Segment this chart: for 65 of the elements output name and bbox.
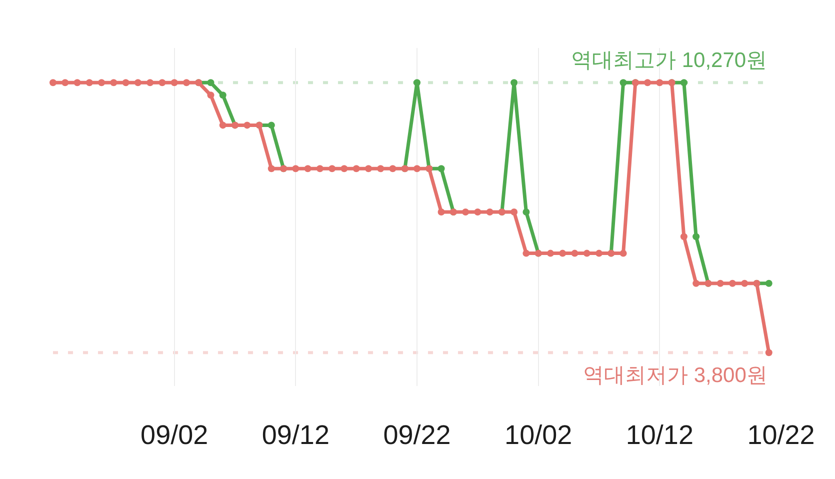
- point: [268, 122, 275, 129]
- point: [414, 79, 420, 86]
- point: [765, 280, 772, 287]
- point: [474, 208, 482, 216]
- point: [680, 79, 688, 86]
- point: [596, 250, 602, 257]
- point: [304, 165, 312, 172]
- x-tick-label: 09/12: [262, 420, 330, 450]
- point: [486, 208, 494, 216]
- ref-line-label: 역대최고가 10,270원: [571, 49, 768, 72]
- point: [692, 233, 700, 240]
- x-tick-label: 10/02: [504, 420, 572, 450]
- point: [110, 79, 118, 86]
- point: [692, 280, 700, 287]
- point: [414, 165, 420, 172]
- point: [170, 79, 178, 86]
- point: [716, 280, 724, 287]
- point: [74, 79, 81, 86]
- point: [292, 165, 300, 172]
- point: [462, 208, 470, 216]
- point: [620, 79, 627, 86]
- point: [50, 79, 56, 86]
- point: [86, 79, 93, 86]
- point: [546, 250, 554, 257]
- point: [340, 165, 348, 172]
- point: [316, 165, 324, 172]
- point: [62, 79, 69, 86]
- point: [352, 165, 360, 172]
- point: [207, 92, 214, 99]
- point: [122, 79, 130, 86]
- point: [559, 250, 566, 257]
- point: [522, 208, 530, 216]
- point: [134, 79, 142, 86]
- point: [583, 250, 590, 257]
- x-tick-label: 10/12: [626, 420, 694, 450]
- point: [219, 92, 226, 99]
- point: [328, 165, 336, 172]
- point: [268, 165, 275, 172]
- point: [644, 79, 652, 86]
- point: [680, 233, 688, 240]
- point: [389, 165, 396, 172]
- point: [765, 349, 772, 356]
- point: [377, 165, 384, 172]
- point: [510, 208, 518, 216]
- ref-line-label: 역대최저가 3,800원: [583, 364, 768, 387]
- x-tick-label: 09/02: [140, 420, 208, 450]
- point: [571, 250, 578, 257]
- point: [438, 165, 445, 172]
- point: [98, 79, 106, 86]
- point: [620, 250, 627, 257]
- point: [244, 122, 251, 129]
- point: [207, 79, 214, 86]
- x-tick-label: 10/22: [747, 420, 815, 450]
- point: [656, 79, 664, 86]
- point: [741, 280, 748, 287]
- point: [522, 250, 530, 257]
- point: [219, 122, 226, 129]
- point: [728, 280, 736, 287]
- point: [158, 79, 166, 86]
- x-tick-label: 09/22: [383, 420, 451, 450]
- point: [146, 79, 154, 86]
- point: [510, 79, 518, 86]
- point: [182, 79, 190, 86]
- point: [438, 208, 445, 216]
- point: [364, 165, 372, 172]
